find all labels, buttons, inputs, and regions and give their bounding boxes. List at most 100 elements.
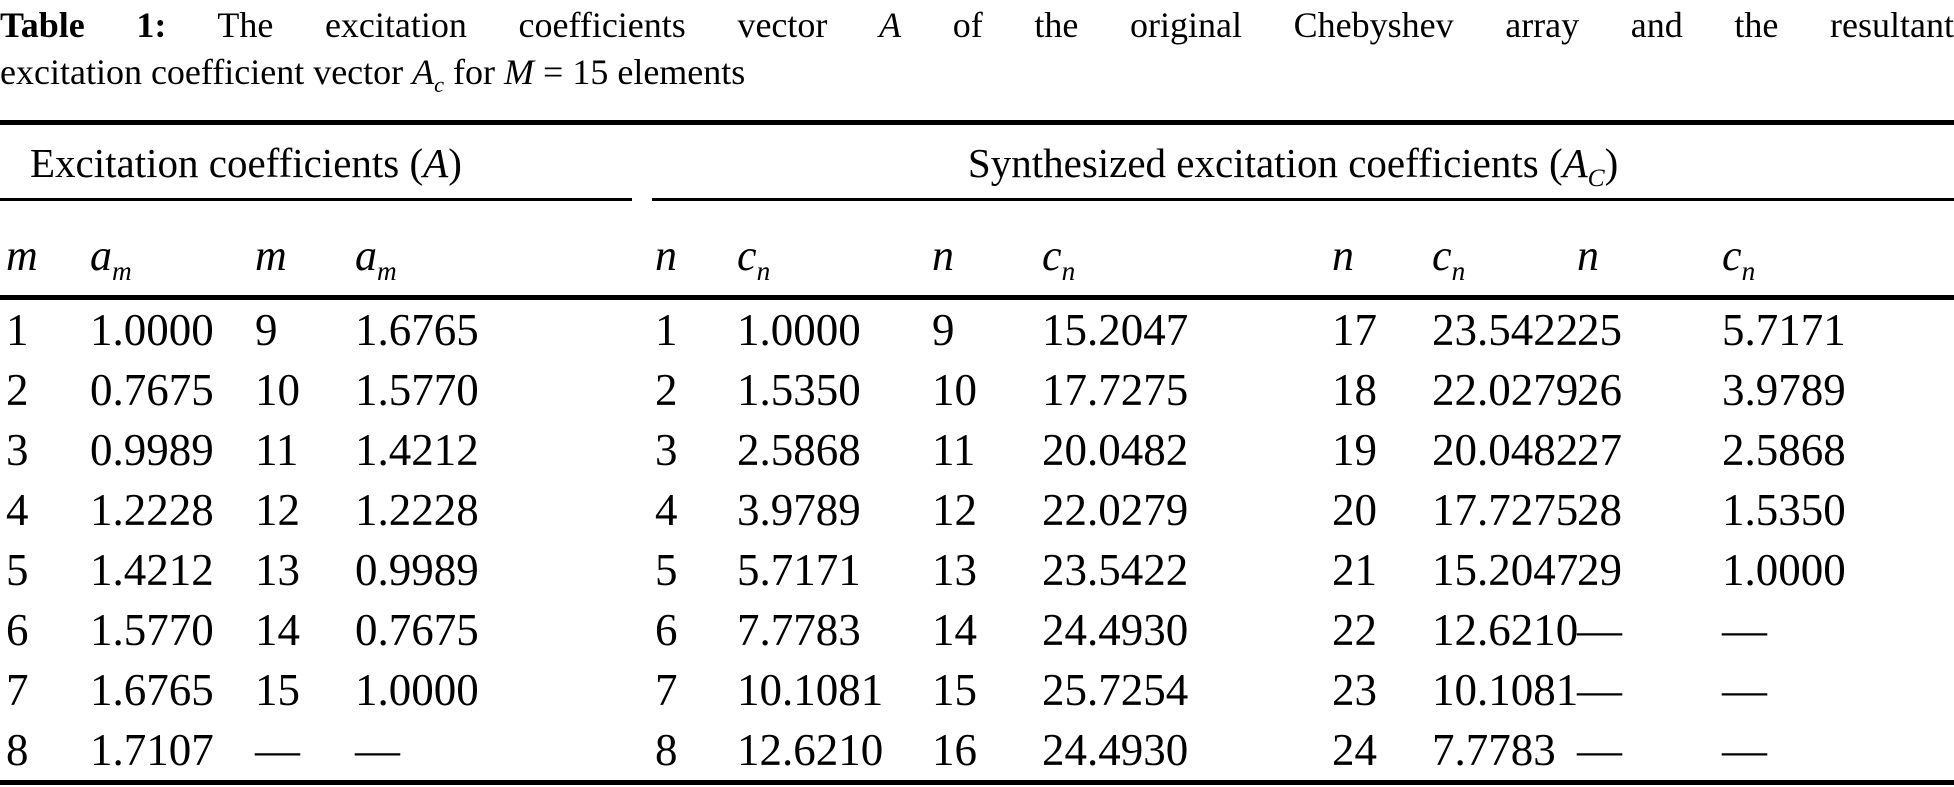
table-row: 8 1.7107 — — 8 12.6210 16 24.4930 24 7.7783 — — xyxy=(0,720,1954,783)
column-header-cn: cn xyxy=(1432,201,1578,300)
table-cell: — xyxy=(1722,665,1768,715)
table-cell: 5.7171 xyxy=(1722,305,1846,355)
table-cell: 1.4212 xyxy=(355,425,479,475)
table-cell: 15 xyxy=(932,665,978,715)
column-header-n: n xyxy=(1332,201,1433,300)
table-row: 1 1.0000 9 1.6765 1 1.0000 9 15.2047 17 23.5422 25… xyxy=(0,298,1954,361)
table-cell: 20.0482 xyxy=(1042,425,1189,475)
table-cell: 2.5868 xyxy=(1722,425,1846,475)
table-cell: 0.9989 xyxy=(355,545,479,595)
table-cell: 2 xyxy=(6,365,29,415)
table-cell: 1.5350 xyxy=(1722,485,1846,535)
table-cell: 13 xyxy=(932,545,978,595)
table-cell: 1.2228 xyxy=(90,485,214,535)
table-cell: 6 xyxy=(6,605,29,655)
table-cell: 1 xyxy=(6,305,29,355)
table-body: 1 1.0000 9 1.6765 1 1.0000 9 15.2047 17 23.5422 25… xyxy=(0,298,1954,783)
table-cell: 1.4212 xyxy=(90,545,214,595)
table-cell: 2.5868 xyxy=(737,425,861,475)
table-cell: — xyxy=(1577,605,1623,655)
table-cell: 0.9989 xyxy=(90,425,214,475)
caption-label: Table 1: xyxy=(0,5,167,45)
coefficients-table: Excitation coefficients (A) Synthesized … xyxy=(0,120,1954,785)
table-cell: 26 xyxy=(1577,365,1623,415)
group-underline-left xyxy=(0,198,633,201)
table-cell: 20.0482 xyxy=(1432,425,1579,475)
table-cell: 0.7675 xyxy=(90,365,214,415)
table-cell: 5 xyxy=(6,545,29,595)
table-cell: 27 xyxy=(1577,425,1623,475)
table-cell: 25 xyxy=(1577,305,1623,355)
table-cell: 12.6210 xyxy=(737,725,884,775)
table-cell: 13 xyxy=(255,545,300,595)
table-cell: 23.5422 xyxy=(1432,305,1579,355)
table-cell: 29 xyxy=(1577,545,1623,595)
table-cell: 3 xyxy=(6,425,29,475)
table-cell: — xyxy=(355,725,400,775)
table-caption: Table 1: The excitation coefficients vec… xyxy=(0,0,1954,120)
table-row: 2 0.7675 10 1.5770 2 1.5350 10 17.7275 18 22.0279… xyxy=(0,360,1954,420)
table-cell: 8 xyxy=(6,725,29,775)
table-cell: 10 xyxy=(255,365,300,415)
table-cell: 17.7275 xyxy=(1042,365,1189,415)
table-row: 4 1.2228 12 1.2228 4 3.9789 12 22.0279 20 17.7275… xyxy=(0,480,1954,540)
table-cell: 4 xyxy=(655,485,678,535)
caption-symbol-A: A xyxy=(879,5,902,45)
table-cell: 7.7783 xyxy=(737,605,861,655)
table-cell: — xyxy=(1577,725,1623,775)
table-cell: 1.7107 xyxy=(90,725,214,775)
table-cell: 10 xyxy=(932,365,978,415)
table-cell: 10.1081 xyxy=(737,665,884,715)
table-cell: 21 xyxy=(1332,545,1378,595)
table-cell: 7 xyxy=(6,665,29,715)
table-cell: 1.5770 xyxy=(90,605,214,655)
column-header-n: n xyxy=(632,201,738,300)
table-cell: — xyxy=(1722,605,1768,655)
table-row: 7 1.6765 15 1.0000 7 10.1081 15 25.7254 23 10.108… xyxy=(0,660,1954,720)
table-cell: 12 xyxy=(932,485,978,535)
table-cell: 12 xyxy=(255,485,300,535)
caption-text: = 15 elements xyxy=(543,52,746,92)
table-cell: 16 xyxy=(932,725,978,775)
caption-line-1: Table 1: The excitation coefficients vec… xyxy=(0,2,1954,49)
table-cell: 23.5422 xyxy=(1042,545,1189,595)
column-header-cn: cn xyxy=(737,201,933,300)
table-cell: 15 xyxy=(255,665,300,715)
table-cell: 1.2228 xyxy=(355,485,479,535)
table-cell: 22.0279 xyxy=(1432,365,1579,415)
column-header-am: am xyxy=(90,201,255,300)
column-header-m: m xyxy=(255,201,355,300)
table-cell: 5 xyxy=(655,545,678,595)
table-cell: 28 xyxy=(1577,485,1623,535)
table-cell: 24.4930 xyxy=(1042,605,1189,655)
table-cell: 23 xyxy=(1332,665,1378,715)
table-cell: 1.5350 xyxy=(737,365,861,415)
table-cell: 1.0000 xyxy=(90,305,214,355)
table-cell: 15.2047 xyxy=(1042,305,1189,355)
table-cell: 18 xyxy=(1332,365,1378,415)
table-cell: 1.0000 xyxy=(1722,545,1846,595)
group-header-row: Excitation coefficients (A) Synthesized … xyxy=(0,123,1954,201)
caption-symbol-M: M xyxy=(504,52,535,92)
column-header-am: am xyxy=(355,201,633,300)
table-cell: 12.6210 xyxy=(1432,605,1579,655)
table-cell: — xyxy=(255,725,300,775)
table-cell: 1.6765 xyxy=(355,305,479,355)
table-cell: 6 xyxy=(655,605,678,655)
table-cell: 2 xyxy=(655,365,678,415)
table-row: 3 0.9989 11 1.4212 3 2.5868 11 20.0482 19 20.0482… xyxy=(0,420,1954,480)
table-row: 6 1.5770 14 0.7675 6 7.7783 14 24.4930 22 12.6210… xyxy=(0,600,1954,660)
table-cell: — xyxy=(1577,665,1623,715)
column-header-n: n xyxy=(1577,201,1723,300)
table-cell: 8 xyxy=(655,725,678,775)
caption-symbol-Ac: Ac xyxy=(412,52,445,98)
table-cell: 1.5770 xyxy=(355,365,479,415)
table-cell: 9 xyxy=(932,305,955,355)
table-cell: 3.9789 xyxy=(737,485,861,535)
table-cell: 25.7254 xyxy=(1042,665,1189,715)
table-cell: 1.0000 xyxy=(737,305,861,355)
group-header-excitation: Excitation coefficients (A) xyxy=(0,123,633,201)
group-header-synthesized: Synthesized excitation coefficients (AC) xyxy=(632,123,1954,201)
column-header-n: n xyxy=(932,201,1043,300)
table-cell: 11 xyxy=(932,425,976,475)
